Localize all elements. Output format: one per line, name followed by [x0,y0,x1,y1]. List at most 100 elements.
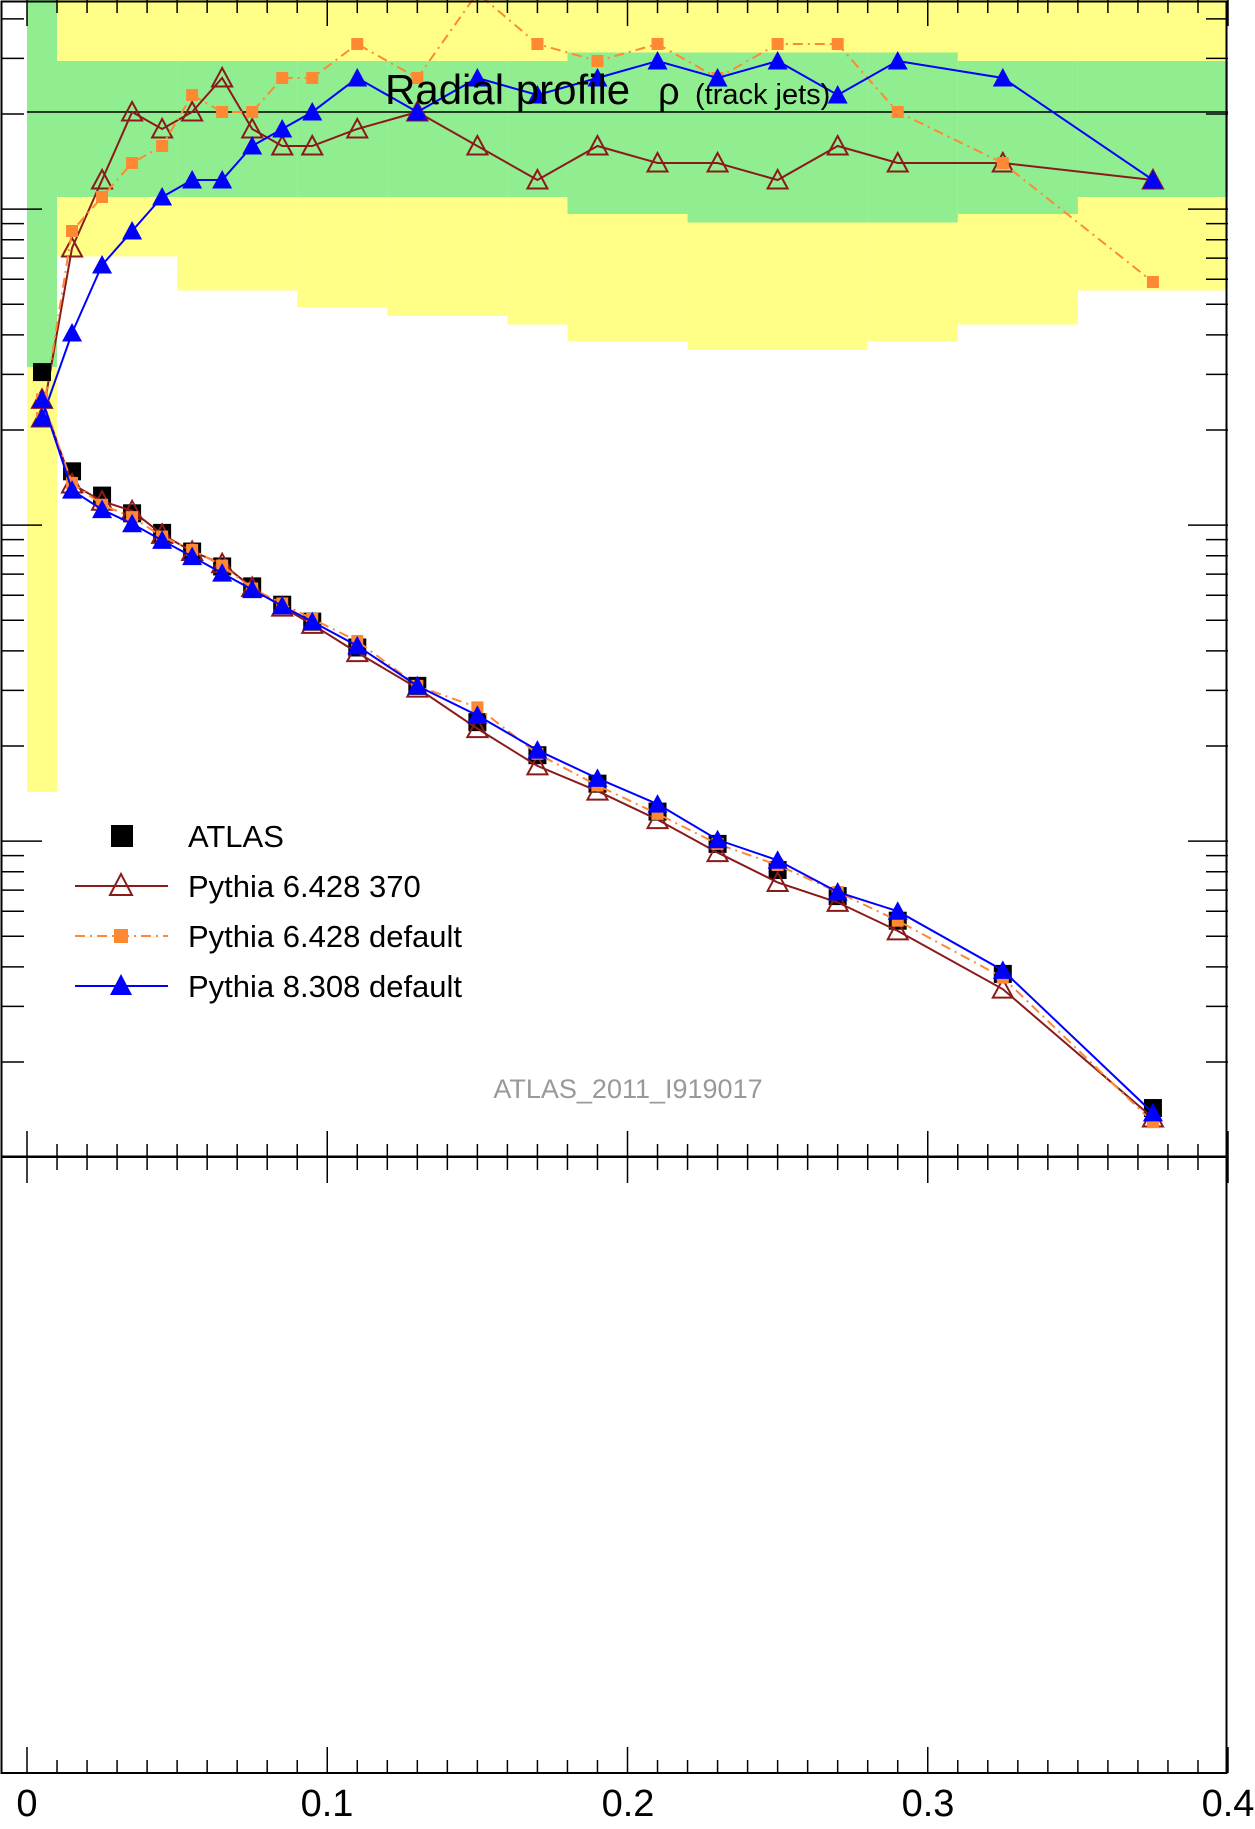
ratio-point-pythia-8-308-default [302,102,323,121]
main-point-atlas [33,363,52,382]
x-tick-label: 0.3 [902,1783,955,1825]
ratio-point-pythia-8-308-default [122,221,143,240]
main-point-pythia-8-308-default [407,675,428,695]
ratio-point-pythia-8-308-default [647,51,668,70]
main-point-pythia-6-428-370 [705,840,730,863]
ratio-point-pythia-8-308-default [707,68,728,87]
ratio-point-pythia-6-428-370 [270,133,294,156]
main-point-pythia-8-308-default [587,768,608,787]
legend: ATLAS Pythia 6.428 370 Pythia 6.428 defa… [75,819,462,1004]
ratio-point-pythia-6-428-default [126,157,139,169]
main-point-pythia-8-308-default [182,546,203,566]
ratio-point-pythia-6-428-370 [210,65,234,88]
ratio-point-pythia-6-428-default [411,72,424,84]
ratio-point-pythia-6-428-default [1146,276,1159,288]
ratio-point-pythia-6-428-370 [60,235,84,258]
main-point-pythia-8-308-default [1142,1102,1163,1122]
ratio-point-pythia-6-428-default [831,38,844,50]
ratio-point-pythia-8-308-default [62,323,83,342]
main-line-pythia-6-428-default [41,399,1154,1123]
main-point-pythia-8-308-default [152,530,173,549]
ratio-point-pythia-6-428-default [996,157,1009,169]
ratio-point-pythia-6-428-370 [300,133,324,156]
ratio-point-pythia-6-428-default [306,72,319,84]
x-tick-label: 0.2 [602,1783,655,1825]
ratio-band-inner [567,52,688,214]
ratio-point-pythia-8-308-default [347,68,368,87]
ratio-point-pythia-8-308-default [467,68,488,87]
ratio-point-pythia-6-428-370 [825,133,850,156]
ratio-point-pythia-6-428-370 [345,116,369,139]
ratio-line-pythia-8-308-default [41,59,1154,419]
ratio-point-pythia-6-428-370 [180,99,204,122]
ratio-point-pythia-6-428-default [591,55,604,67]
legend-marker-atlas [111,825,133,847]
main-point-pythia-6-428-370 [765,870,790,892]
legend-label-atlas: ATLAS [188,819,284,854]
ratio-point-pythia-8-308-default [1142,170,1163,189]
main-point-pythia-8-308-default [467,705,488,724]
chart-title-symbol: ρ [658,71,680,113]
main-point-pythia-8-308-default [122,513,143,533]
ratio-point-pythia-6-428-default [531,38,544,50]
ratio-point-pythia-6-428-default [276,72,289,84]
ratio-point-pythia-6-428-370 [465,133,490,156]
watermark: ATLAS_2011_I919017 [493,1074,762,1104]
ratio-point-pythia-6-428-default [186,89,199,101]
ratio-point-pythia-8-308-default [587,68,608,87]
main-point-pythia-8-308-default [302,611,323,631]
main-point-pythia-8-308-default [887,901,908,920]
ratio-point-pythia-8-308-default [242,136,263,155]
ratio-point-pythia-8-308-default [992,68,1013,87]
x-tick-label: 0 [16,1783,37,1825]
ratio-band-inner [867,52,958,223]
main-point-pythia-8-308-default [992,960,1013,979]
main-point-pythia-6-428-370 [825,890,850,912]
ratio-point-pythia-8-308-default [32,408,53,427]
ratio-point-pythia-8-308-default [272,119,293,138]
ratio-point-pythia-6-428-370 [150,116,174,139]
x-tick-labels: 0 0.1 0.2 0.3 0.4 [16,1783,1254,1825]
chart-subtitle: (track jets) [695,79,830,111]
ratio-point-pythia-6-428-370 [886,150,910,173]
ratio-point-pythia-8-308-default [92,255,113,274]
ratio-point-pythia-8-308-default [887,51,908,70]
ratio-point-pythia-6-428-default [66,225,79,237]
ratio-point-pythia-6-428-370 [90,167,114,190]
main-point-pythia-8-308-default [92,499,113,519]
chart-title: Radial profile [385,66,630,113]
main-point-pythia-8-308-default [527,740,548,759]
ratio-point-pythia-6-428-default [771,38,784,50]
ratio-point-pythia-8-308-default [212,170,233,189]
ratio-point-pythia-8-308-default [182,170,203,189]
legend-marker-pythia6-default [114,929,128,943]
ratio-point-pythia-6-428-default [216,106,229,118]
main-point-pythia-8-308-default [707,829,728,849]
main-point-pythia-8-308-default [767,850,788,869]
main-point-pythia-6-428-370 [465,716,490,739]
main-point-pythia-8-308-default [647,794,668,813]
ratio-point-pythia-6-428-default [246,106,259,118]
main-point-pythia-8-308-default [272,595,293,615]
main-point-pythia-8-308-default [212,563,233,582]
legend-label-pythia8-default: Pythia 8.308 default [188,969,462,1004]
main-point-pythia-8-308-default [32,389,53,408]
ratio-line-pythia-6-428-370 [41,76,1154,419]
ratio-point-pythia-6-428-370 [585,133,610,156]
x-tick-label: 0.4 [1202,1783,1255,1825]
x-tick-label: 0.1 [301,1783,354,1825]
ratio-point-pythia-8-308-default [827,85,848,104]
ratio-band-inner [507,61,568,197]
ratio-point-pythia-6-428-default [156,140,169,152]
ratio-frame [0,1156,1228,1774]
main-line-pythia-8-308-default [41,399,1154,1114]
legend-label-pythia6-370: Pythia 6.428 370 [188,869,421,904]
ratio-point-pythia-6-428-370 [705,150,730,173]
legend-marker-pythia6-370 [108,871,134,896]
ratio-band-inner [27,0,58,367]
main-point-pythia-8-308-default [347,635,368,655]
main-point-pythia-8-308-default [62,480,83,499]
ratio-point-pythia-8-308-default [407,102,428,121]
main-point-pythia-8-308-default [242,579,263,599]
